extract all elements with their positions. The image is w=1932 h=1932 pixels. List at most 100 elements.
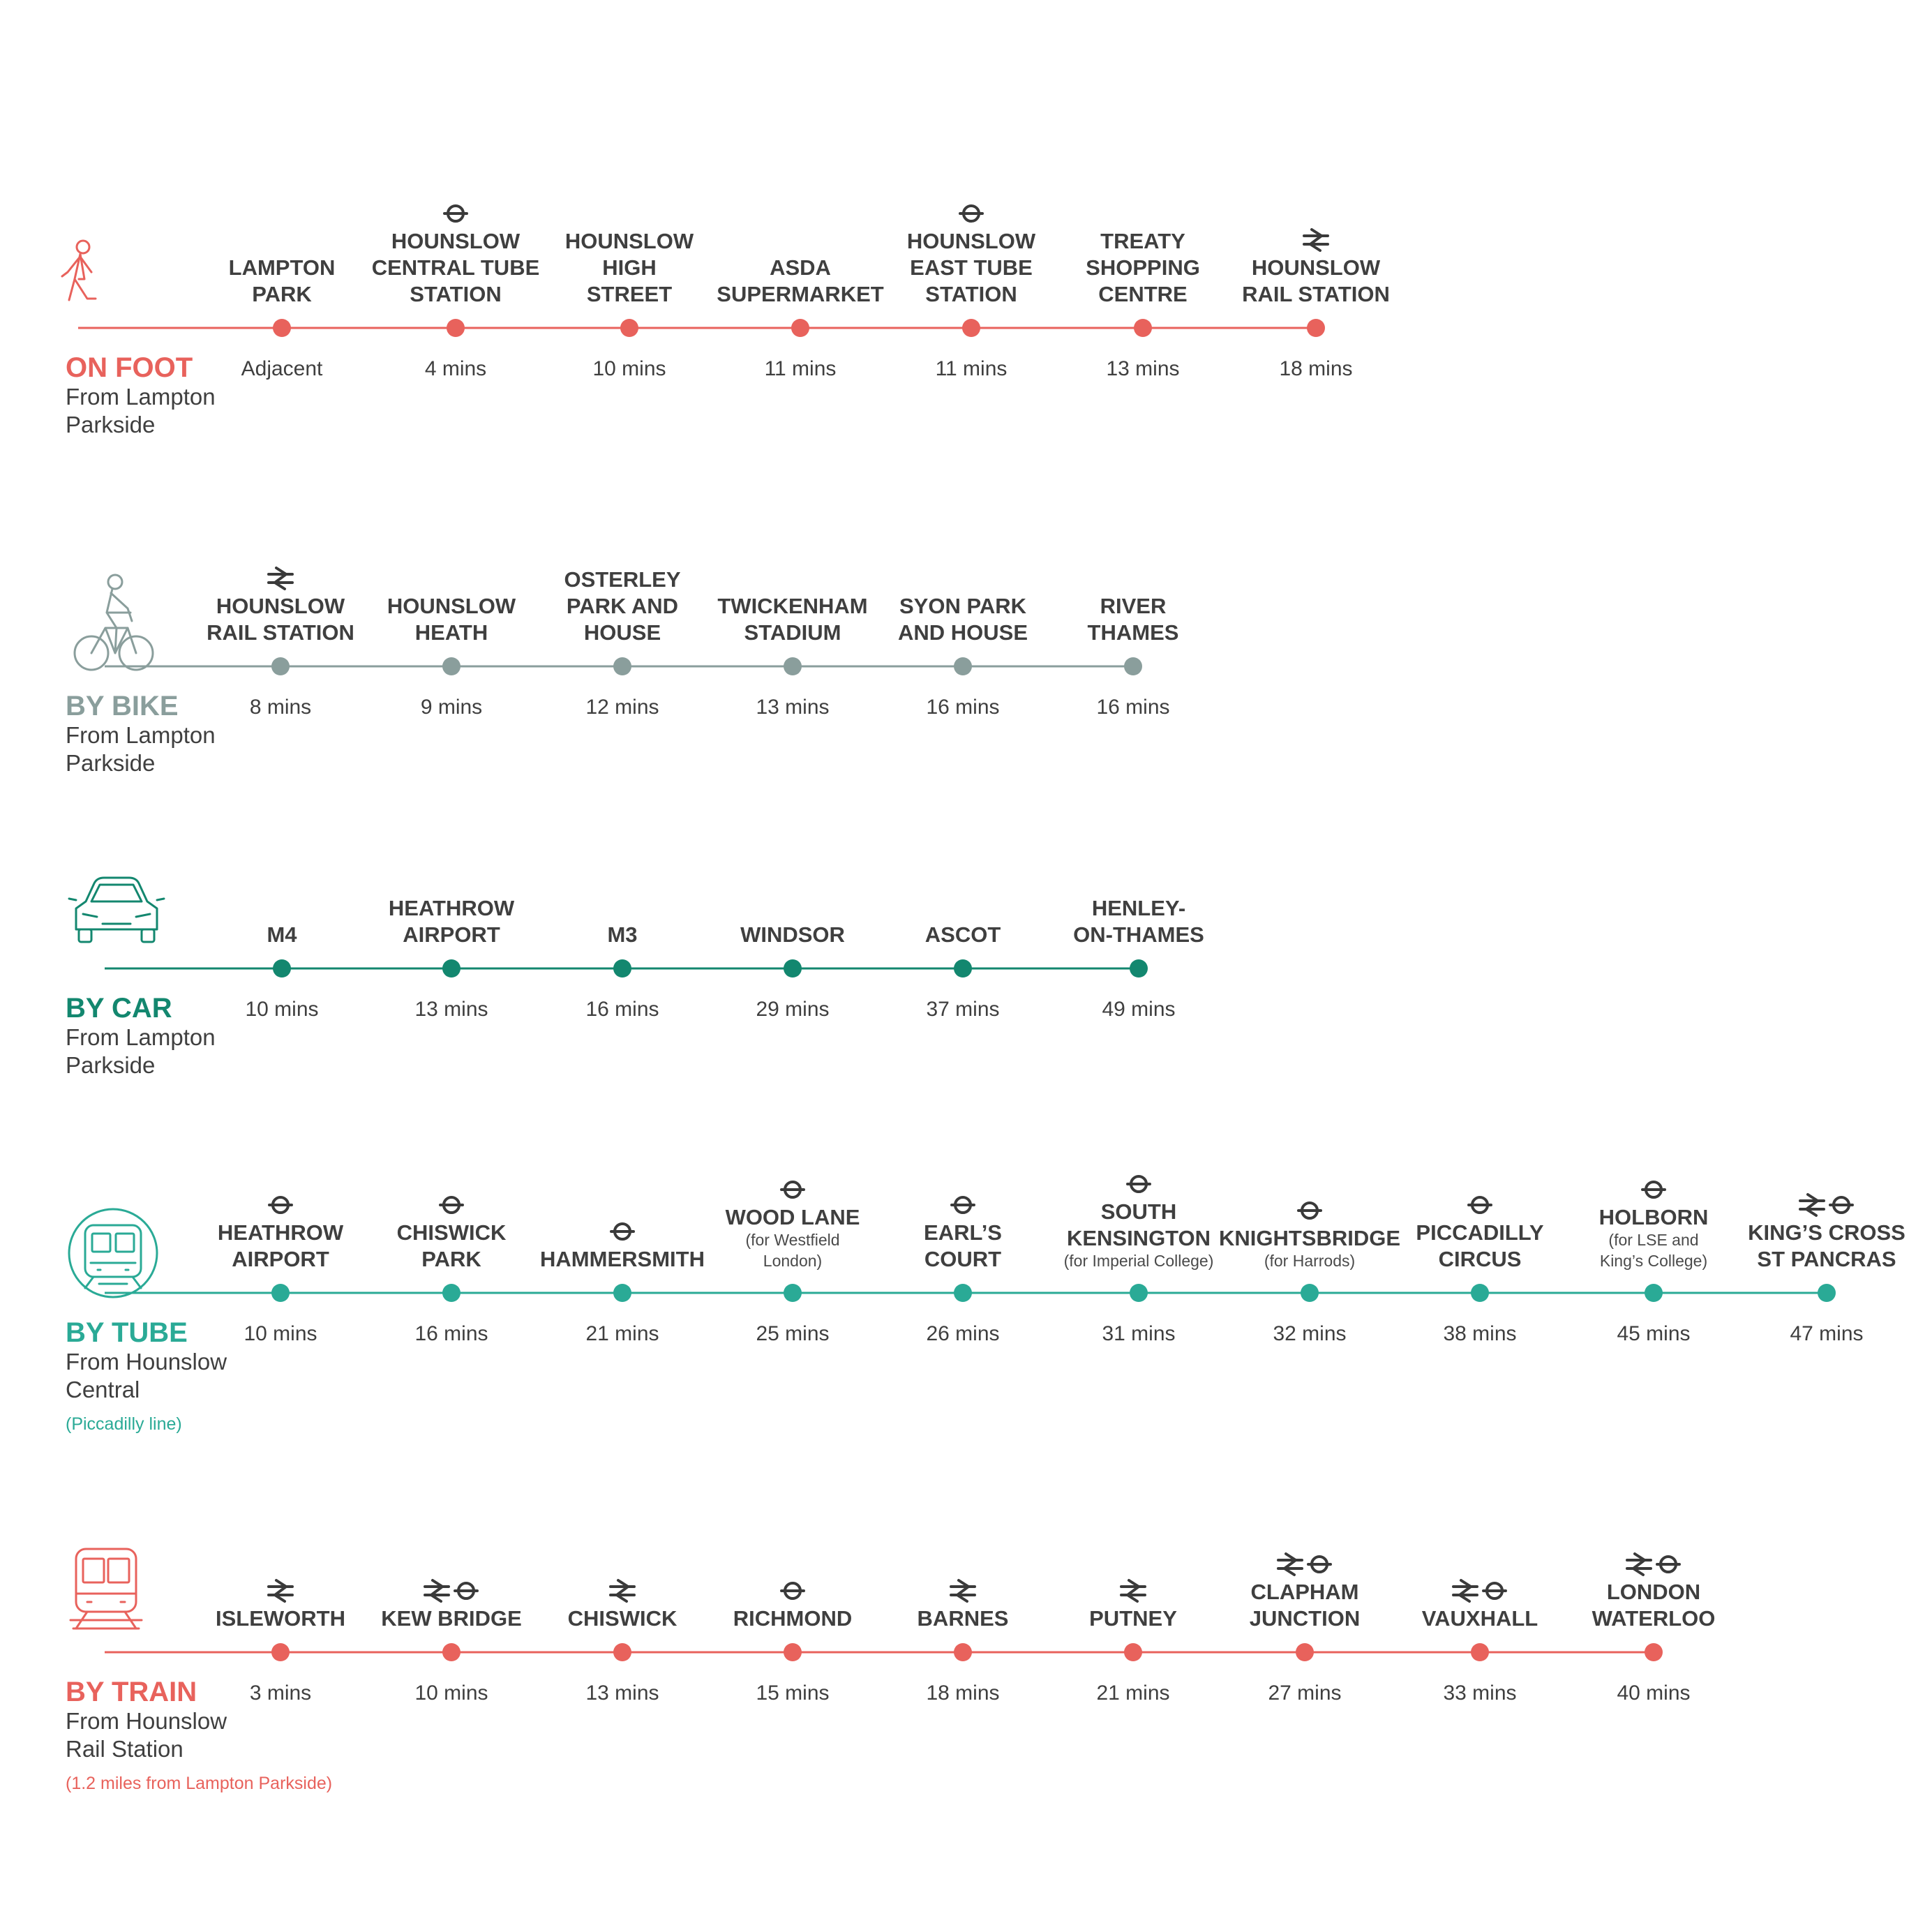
national-rail-icon [1303,228,1329,252]
car-stop: 37 mins ASCOT [925,922,1001,1021]
stop-dot [1134,319,1152,337]
stop-time: 18 mins [926,1682,999,1705]
stop-time: 10 mins [592,357,666,380]
stop-name: EARL’S [924,1220,1002,1245]
stop-dot [613,1284,631,1302]
stop-name: PICCADILLY [1416,1220,1543,1245]
stop-dot [447,319,465,337]
stop-name: SHOPPING [1086,255,1200,280]
stop-name: COURT [924,1247,1001,1271]
national-rail-icon [950,1579,976,1603]
stop-name: KING’S CROSS [1748,1220,1905,1245]
stop-name: VAUXHALL [1422,1606,1538,1631]
stop-dot [442,657,460,675]
stop-name: WOOD LANE [726,1205,860,1229]
stop-time: 37 mins [926,998,999,1021]
stop-dot [1301,1284,1319,1302]
stop-name: HEATHROW [218,1220,344,1245]
stop-dot [613,657,631,675]
underground-icon [1829,1196,1854,1214]
stop-name: PUTNEY [1089,1606,1177,1631]
stop-name: SUPERMARKET [717,282,883,306]
tube-stop: 32 mins (for Harrods) KNIGHTSBRIDGE [1219,1201,1400,1345]
foot-from-text: Parkside [66,412,155,437]
underground-icon [1126,1175,1151,1193]
stop-name: STATION [410,282,501,306]
stop-name: THAMES [1088,620,1179,645]
underground-icon [1641,1181,1666,1199]
car-stop: 29 mins WINDSOR [740,922,845,1021]
stop-time: 4 mins [425,357,486,380]
stop-dot [1130,959,1148,978]
stop-dot [442,959,460,978]
car-mode-title: BY CAR [66,993,172,1024]
stop-name: HEATHROW [389,896,515,920]
stop-name: CHISWICK [397,1220,507,1245]
stop-time: 25 mins [756,1322,829,1345]
stop-dot [954,657,972,675]
train-stop: 15 mins RICHMOND [733,1582,852,1705]
stop-name: PARK [252,282,312,306]
stop-name: HOUNSLOW [391,229,521,253]
stop-dot [1296,1643,1314,1661]
stop-name: ISLEWORTH [216,1606,345,1631]
car-icon [68,876,165,943]
underground-icon [439,1196,464,1214]
stop-time: 8 mins [250,696,311,719]
stop-dot [962,319,980,337]
stop-name: RAIL STATION [207,620,354,645]
underground-icon [610,1222,635,1241]
bike-from-text: From Lampton [66,722,216,748]
car-stop: 16 mins M3 [585,922,659,1021]
stop-name: AND HOUSE [898,620,1028,645]
stop-time: 40 mins [1617,1682,1690,1705]
stop-name: CENTRE [1098,282,1187,306]
stop-dot [273,319,291,337]
stop-dot [271,1284,290,1302]
stop-name: HOUNSLOW [565,229,694,253]
stop-name: HIGH [602,255,657,280]
stop-subnote: London) [763,1252,822,1270]
stop-dot [1645,1284,1663,1302]
stop-time: 16 mins [1096,696,1169,719]
stop-time: 13 mins [414,998,488,1021]
stop-name: BARNES [918,1606,1009,1631]
stop-time: 21 mins [585,1322,659,1345]
stop-name: HOUNSLOW [216,594,345,618]
national-rail-icon [609,1579,636,1603]
underground-icon [959,204,984,223]
stop-name: AIRPORT [403,922,500,947]
stop-time: 21 mins [1096,1682,1169,1705]
stop-dot [613,959,631,978]
tube-stop: 25 mins (for Westfield London) WOOD LANE [726,1181,860,1345]
underground-icon [443,204,468,223]
national-rail-icon [424,1579,450,1603]
stop-dot [1124,657,1142,675]
stop-name: SYON PARK [899,594,1027,618]
stop-name: ON-THAMES [1073,922,1204,947]
stop-name: CLAPHAM [1251,1580,1359,1604]
train-mode-title: BY TRAIN [66,1677,197,1707]
stop-dot [1818,1284,1836,1302]
stop-time: 45 mins [1617,1322,1690,1345]
stop-name: HENLEY- [1092,896,1185,920]
tube-stop: 21 mins HAMMERSMITH [540,1222,705,1345]
stop-dot [613,1643,631,1661]
stop-time: 47 mins [1790,1322,1863,1345]
tube-from-text: From Hounslow [66,1349,227,1375]
stop-dot [442,1643,460,1661]
train-stop: 18 mins BARNES [918,1579,1009,1705]
stop-name: HAMMERSMITH [540,1247,705,1271]
